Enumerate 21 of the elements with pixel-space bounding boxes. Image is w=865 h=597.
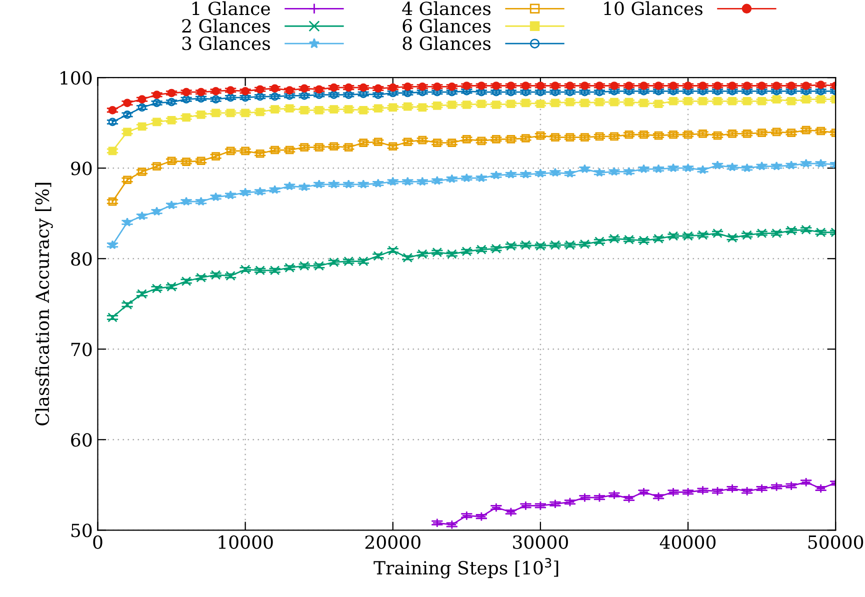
x-axis-title: Training Steps [10$^{3}$] [374,558,558,578]
legend-label: 10 Glances [604,1,702,16]
x-tick-label: 40000 [660,535,716,549]
legend-label: 3 Glances [182,36,270,50]
x-tick-label: 20000 [365,535,420,549]
x-tick-label: 10000 [218,535,273,549]
y-tick-label: 90 [71,162,92,176]
y-tick-label: 70 [71,342,92,356]
legend-label: 2 Glances [182,18,270,33]
x-tick-label: 0 [93,535,102,549]
y-axis-title: Classfication Accuracy [%] [35,182,53,426]
legend-label: 6 Glances [402,18,491,33]
x-tick-label: 50000 [808,535,864,549]
y-tick-label: 80 [71,252,92,266]
y-tick-label: 60 [71,433,92,447]
x-tick-label: 30000 [513,535,568,549]
legend-label: 4 Glances [402,1,491,16]
y-tick-label: 100 [60,71,92,85]
legend-label: 1 Glance [192,1,270,16]
legend-label: 8 Glances [402,36,491,50]
y-tick-label: 50 [71,524,92,538]
